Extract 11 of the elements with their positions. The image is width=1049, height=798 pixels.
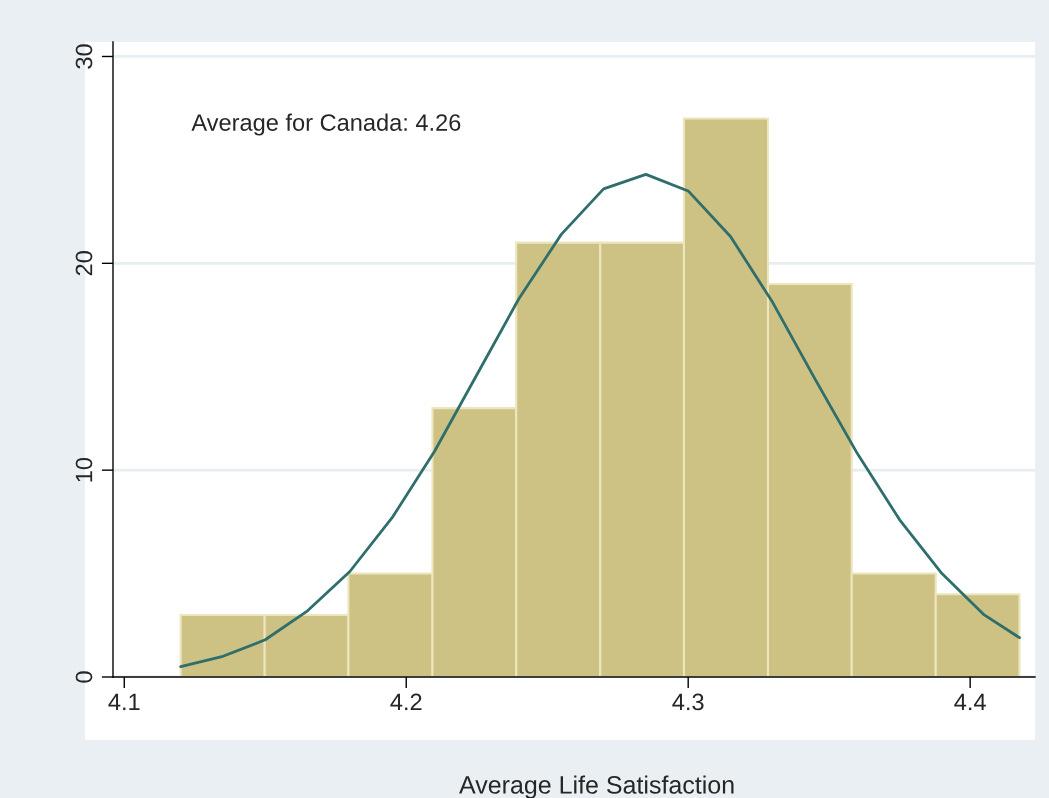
annotation: Average for Canada: 4.26 — [191, 113, 461, 136]
x-tick-label: 4.4 — [954, 693, 986, 711]
y-tick-label: 0 — [75, 671, 93, 683]
x-tick-label: 4.2 — [390, 693, 422, 711]
x-axis-title: Average Life Satisfaction — [459, 775, 734, 798]
x-tick-label: 4.3 — [672, 693, 704, 711]
x-tick-label: 4.1 — [108, 693, 140, 711]
y-tick-label: 30 — [75, 44, 93, 69]
y-tick-label: 20 — [75, 251, 93, 276]
line-series — [179, 172, 1021, 669]
y-tick-label: 10 — [75, 457, 93, 482]
